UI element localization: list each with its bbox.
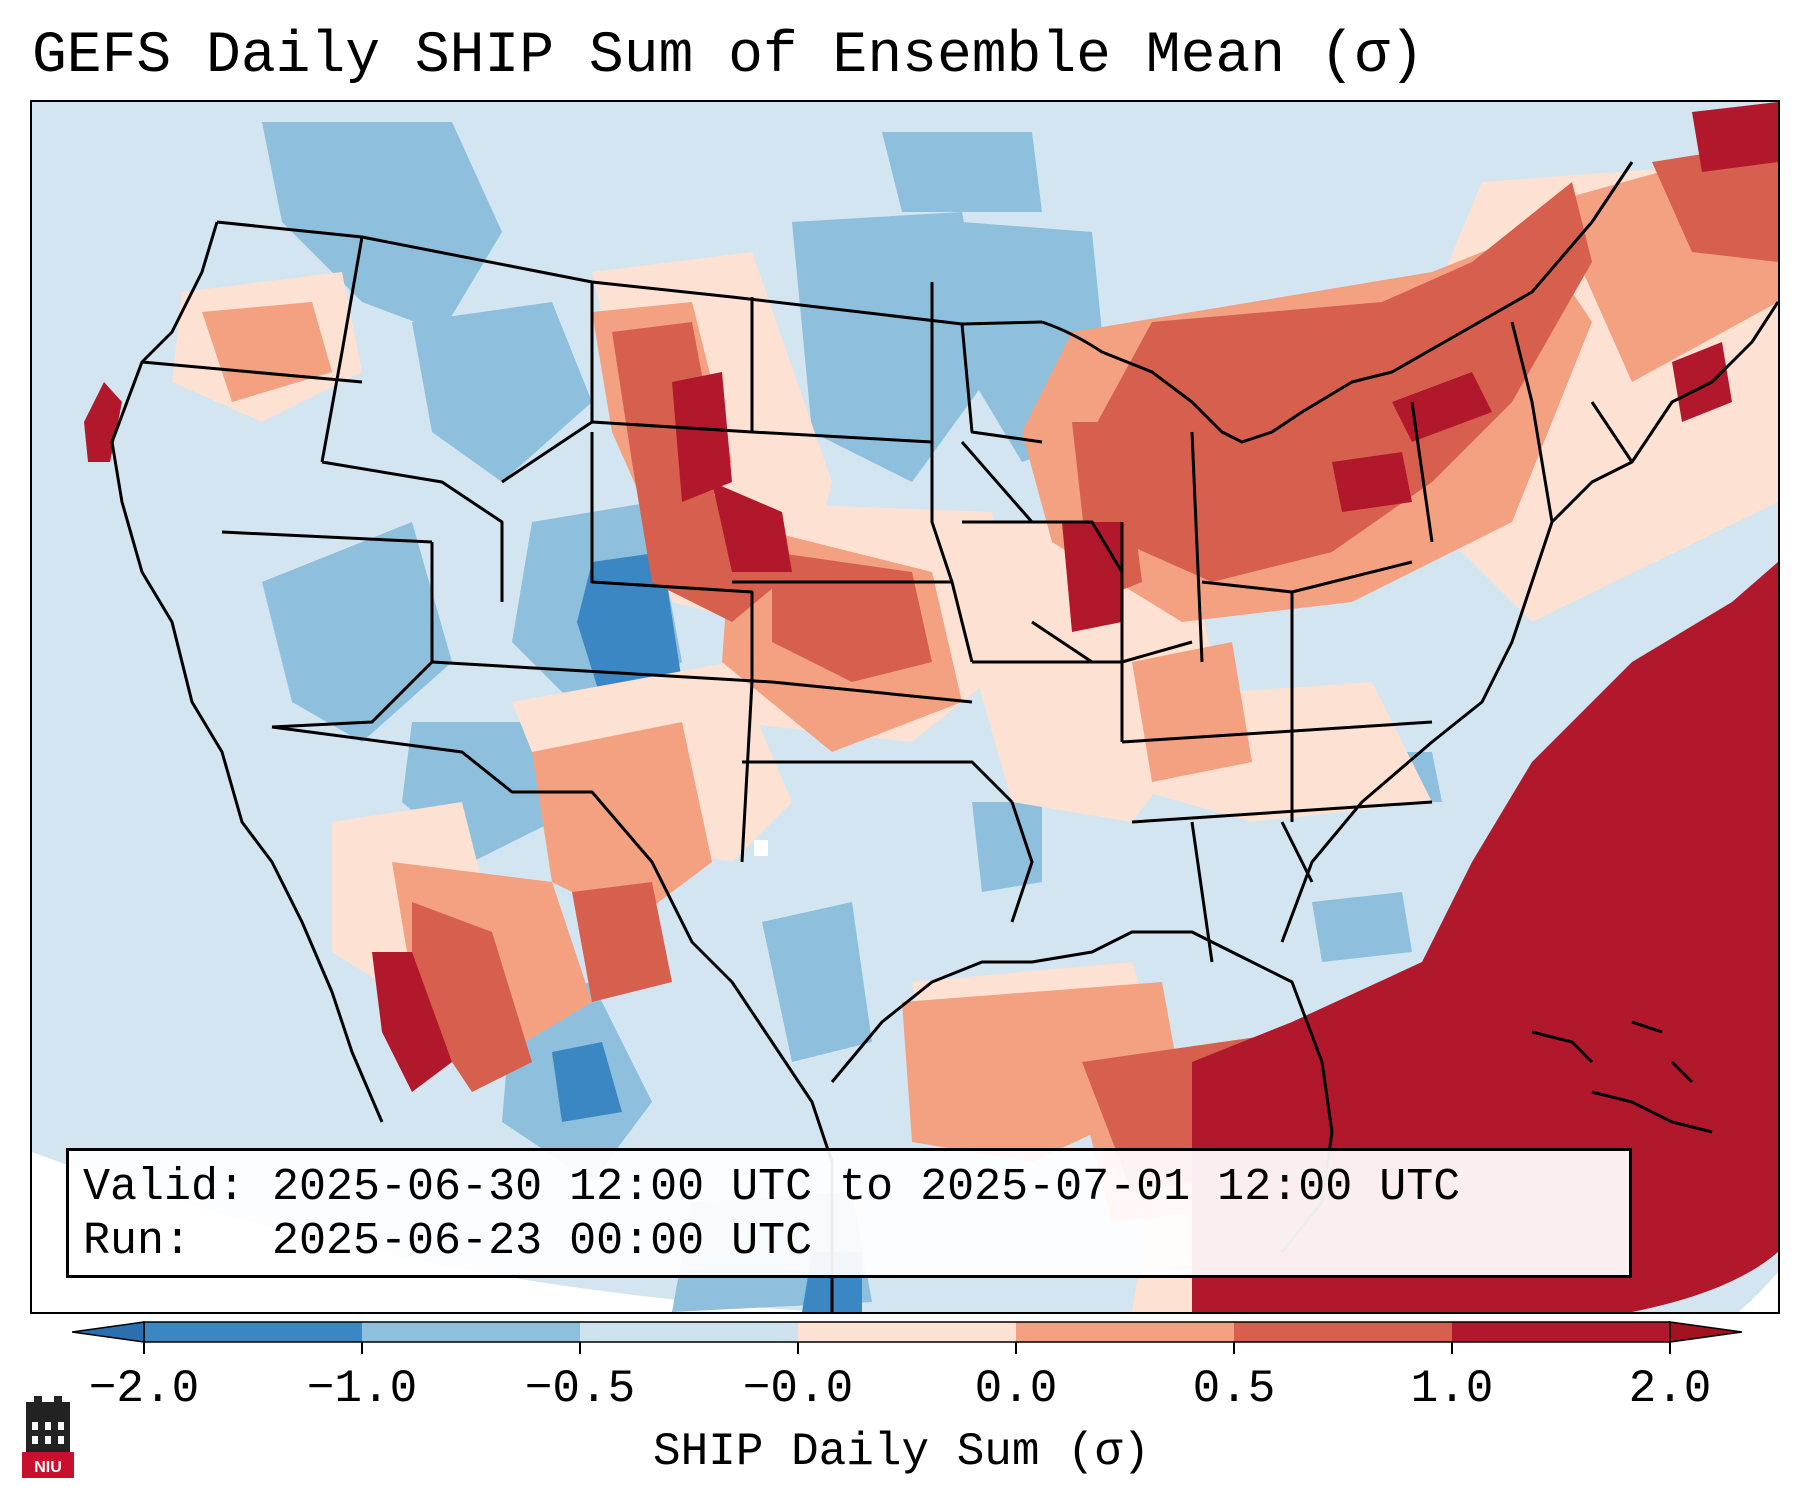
negative-anomaly-regions — [262, 122, 1442, 1312]
colorbar-tick-label: 0.0 — [974, 1363, 1058, 1415]
domain-edge-right — [1738, 1272, 1778, 1312]
map-panel — [30, 100, 1780, 1314]
colorbar-under-arrow — [72, 1321, 145, 1343]
colorbar-tick-label: −0.5 — [524, 1363, 636, 1415]
svg-text:NIU: NIU — [34, 1459, 62, 1476]
university-logo-icon: NIU — [22, 1396, 74, 1478]
colorbar-over-arrow — [1669, 1321, 1742, 1343]
colorbar-tick-label: −2.0 — [88, 1363, 200, 1415]
run-time-text: Run: 2025-06-23 00:00 UTC — [83, 1216, 813, 1267]
validity-box: Valid: 2025-06-30 12:00 UTC to 2025-07-0… — [66, 1148, 1632, 1278]
colorbar-tick-label: −0.0 — [742, 1363, 854, 1415]
map-canvas — [32, 102, 1778, 1312]
extreme-positive-regions — [84, 102, 1778, 1312]
colorbar-segment — [362, 1322, 581, 1342]
colorbar — [72, 1321, 1742, 1354]
colorbar-label: SHIP Daily Sum (σ) — [653, 1426, 1150, 1478]
colorbar-tick-label: 1.0 — [1410, 1363, 1494, 1415]
colorbar-tick-label: −1.0 — [306, 1363, 418, 1415]
chart-title: GEFS Daily SHIP Sum of Ensemble Mean (σ) — [32, 24, 1425, 89]
colorbar-tick-label: 2.0 — [1628, 1363, 1712, 1415]
islands — [1531, 1020, 1713, 1134]
colorbar-segment — [798, 1322, 1017, 1342]
niu-logo: NIU — [20, 1392, 76, 1482]
colorbar-tick-marks — [143, 1342, 1671, 1354]
colorbar-segment — [580, 1322, 799, 1342]
neutral-cell — [754, 840, 768, 856]
colorbar-segment — [1234, 1322, 1453, 1342]
colorbar-tick-label: 0.5 — [1192, 1363, 1276, 1415]
valid-time-text: Valid: 2025-06-30 12:00 UTC to 2025-07-0… — [83, 1162, 1461, 1213]
political-boundaries — [110, 161, 1778, 1312]
colorbar-segment — [1016, 1322, 1235, 1342]
colorbar-segment — [144, 1322, 363, 1342]
colorbar-segments — [143, 1321, 1671, 1343]
colorbar-segment — [1452, 1322, 1671, 1342]
